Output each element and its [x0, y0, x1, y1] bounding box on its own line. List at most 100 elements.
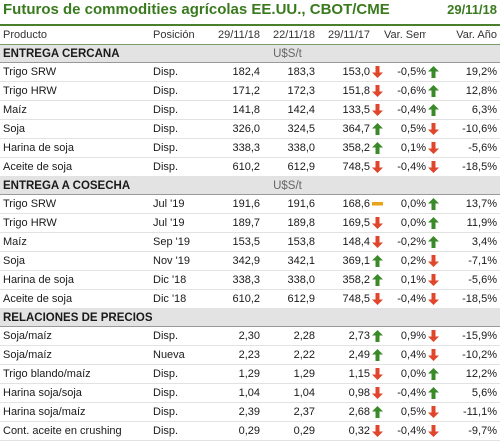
var-week-cell: 0,0%: [384, 194, 426, 214]
col-header-product: Producto: [0, 25, 150, 45]
arrow-up-icon: [426, 81, 440, 101]
arrow-up-icon: [370, 270, 384, 290]
price-year-ago-cell: 369,1: [315, 251, 370, 271]
table-row: Harina de soja Disp. 338,3 338,0 358,2 0,1% -5…: [0, 138, 500, 158]
price-year-ago-cell: 2,73: [315, 326, 370, 346]
price-week-ago-cell: 2,22: [260, 345, 315, 365]
var-week-cell: -0,4%: [384, 421, 426, 441]
arrow-up-icon: [426, 232, 440, 252]
product-cell: Harina de soja: [0, 270, 150, 290]
var-week-cell: 0,5%: [384, 402, 426, 422]
section-header: RELACIONES DE PRECIOS: [0, 308, 500, 327]
position-cell: Disp.: [150, 138, 205, 158]
arrow-up-icon: [426, 213, 440, 233]
var-year-cell: 6,3%: [440, 100, 500, 120]
product-cell: Aceite de soja: [0, 289, 150, 309]
arrow-down-icon: [370, 62, 384, 82]
table-row: Soja Disp. 326,0 324,5 364,7 0,5% -10,6%: [0, 119, 500, 139]
price-week-ago-cell: 612,9: [260, 157, 315, 177]
price-year-ago-cell: 1,15: [315, 364, 370, 384]
price-current-cell: 338,3: [205, 270, 260, 290]
arrow-down-icon: [370, 81, 384, 101]
price-current-cell: 2,30: [205, 326, 260, 346]
price-year-ago-cell: 748,5: [315, 289, 370, 309]
var-week-cell: -0,5%: [384, 62, 426, 82]
position-cell: Jul '19: [150, 213, 205, 233]
arrow-down-icon: [370, 157, 384, 177]
var-week-cell: 0,5%: [384, 119, 426, 139]
table-header-row: Producto Posición 29/11/18 22/11/18 29/1…: [0, 25, 500, 45]
price-current-cell: 0,29: [205, 421, 260, 441]
table-row: Trigo blando/maíz Disp. 1,29 1,29 1,15 0,0% 12…: [0, 364, 500, 384]
commodities-table: Producto Posición 29/11/18 22/11/18 29/1…: [0, 25, 500, 441]
arrow-down-icon: [426, 326, 440, 346]
product-cell: Cont. aceite en crushing: [0, 421, 150, 441]
col-header-date1: 29/11/18: [205, 25, 260, 45]
arrow-down-icon: [426, 157, 440, 177]
position-cell: Jul '19: [150, 194, 205, 214]
price-week-ago-cell: 172,3: [260, 81, 315, 101]
arrow-down-icon: [426, 270, 440, 290]
table-row: Harina soja/maíz Disp. 2,39 2,37 2,68 0,5% -11…: [0, 402, 500, 422]
product-cell: Maíz: [0, 232, 150, 252]
price-year-ago-cell: 168,6: [315, 194, 370, 214]
arrow-up-icon: [370, 345, 384, 365]
var-year-cell: -18,5%: [440, 157, 500, 177]
section-title: RELACIONES DE PRECIOS: [0, 308, 205, 327]
table-row: Trigo HRW Jul '19 189,7 189,8 169,5 0,0% 11,9%: [0, 213, 500, 233]
col-header-var-year: Var. Año: [440, 25, 500, 45]
table-row: Soja/maíz Disp. 2,30 2,28 2,73 0,9% -15,9%: [0, 326, 500, 346]
price-current-cell: 189,7: [205, 213, 260, 233]
var-week-cell: -0,4%: [384, 383, 426, 403]
col-header-date2: 22/11/18: [260, 25, 315, 45]
product-cell: Trigo HRW: [0, 213, 150, 233]
price-current-cell: 610,2: [205, 289, 260, 309]
price-current-cell: 182,4: [205, 62, 260, 82]
var-week-cell: 0,4%: [384, 345, 426, 365]
price-year-ago-cell: 151,8: [315, 81, 370, 101]
table-row: Soja Nov '19 342,9 342,1 369,1 0,2% -7,1%: [0, 251, 500, 271]
price-current-cell: 342,9: [205, 251, 260, 271]
product-cell: Maíz: [0, 100, 150, 120]
var-year-cell: 19,2%: [440, 62, 500, 82]
arrow-up-icon: [426, 364, 440, 384]
position-cell: Disp.: [150, 119, 205, 139]
price-year-ago-cell: 748,5: [315, 157, 370, 177]
arrow-down-icon: [426, 345, 440, 365]
price-current-cell: 338,3: [205, 138, 260, 158]
table-row: Trigo HRW Disp. 171,2 172,3 151,8 -0,6% 12,8%: [0, 81, 500, 101]
section-title: ENTREGA CERCANA: [0, 44, 205, 63]
table-row: Trigo SRW Disp. 182,4 183,3 153,0 -0,5% 19,2%: [0, 62, 500, 82]
price-current-cell: 191,6: [205, 194, 260, 214]
position-cell: Dic '18: [150, 289, 205, 309]
arrow-down-icon: [426, 289, 440, 309]
table-row: Aceite de soja Disp. 610,2 612,9 748,5 -0,4% -…: [0, 157, 500, 177]
price-year-ago-cell: 2,49: [315, 345, 370, 365]
var-week-cell: 0,9%: [384, 326, 426, 346]
var-year-cell: -7,1%: [440, 251, 500, 271]
var-year-cell: -15,9%: [440, 326, 500, 346]
product-cell: Aceite de soja: [0, 157, 150, 177]
price-week-ago-cell: 142,4: [260, 100, 315, 120]
table-row: Trigo SRW Jul '19 191,6 191,6 168,6 0,0% 13,7%: [0, 194, 500, 214]
arrow-up-icon: [370, 326, 384, 346]
var-year-cell: 12,2%: [440, 364, 500, 384]
title-bar: Futuros de commodities agrícolas EE.UU.,…: [0, 0, 500, 26]
var-week-cell: 0,2%: [384, 251, 426, 271]
price-current-cell: 610,2: [205, 157, 260, 177]
price-year-ago-cell: 0,98: [315, 383, 370, 403]
var-week-cell: 0,1%: [384, 138, 426, 158]
price-week-ago-cell: 2,28: [260, 326, 315, 346]
arrow-up-icon: [370, 119, 384, 139]
position-cell: Nueva: [150, 345, 205, 365]
arrow-down-icon: [370, 383, 384, 403]
position-cell: Disp.: [150, 100, 205, 120]
var-year-cell: 11,9%: [440, 213, 500, 233]
section-unit: U$S/t: [205, 44, 370, 63]
var-week-cell: -0,4%: [384, 157, 426, 177]
price-week-ago-cell: 0,29: [260, 421, 315, 441]
arrow-up-icon: [370, 138, 384, 158]
price-current-cell: 2,39: [205, 402, 260, 422]
page-title: Futuros de commodities agrícolas EE.UU.,…: [3, 1, 390, 18]
product-cell: Trigo SRW: [0, 62, 150, 82]
